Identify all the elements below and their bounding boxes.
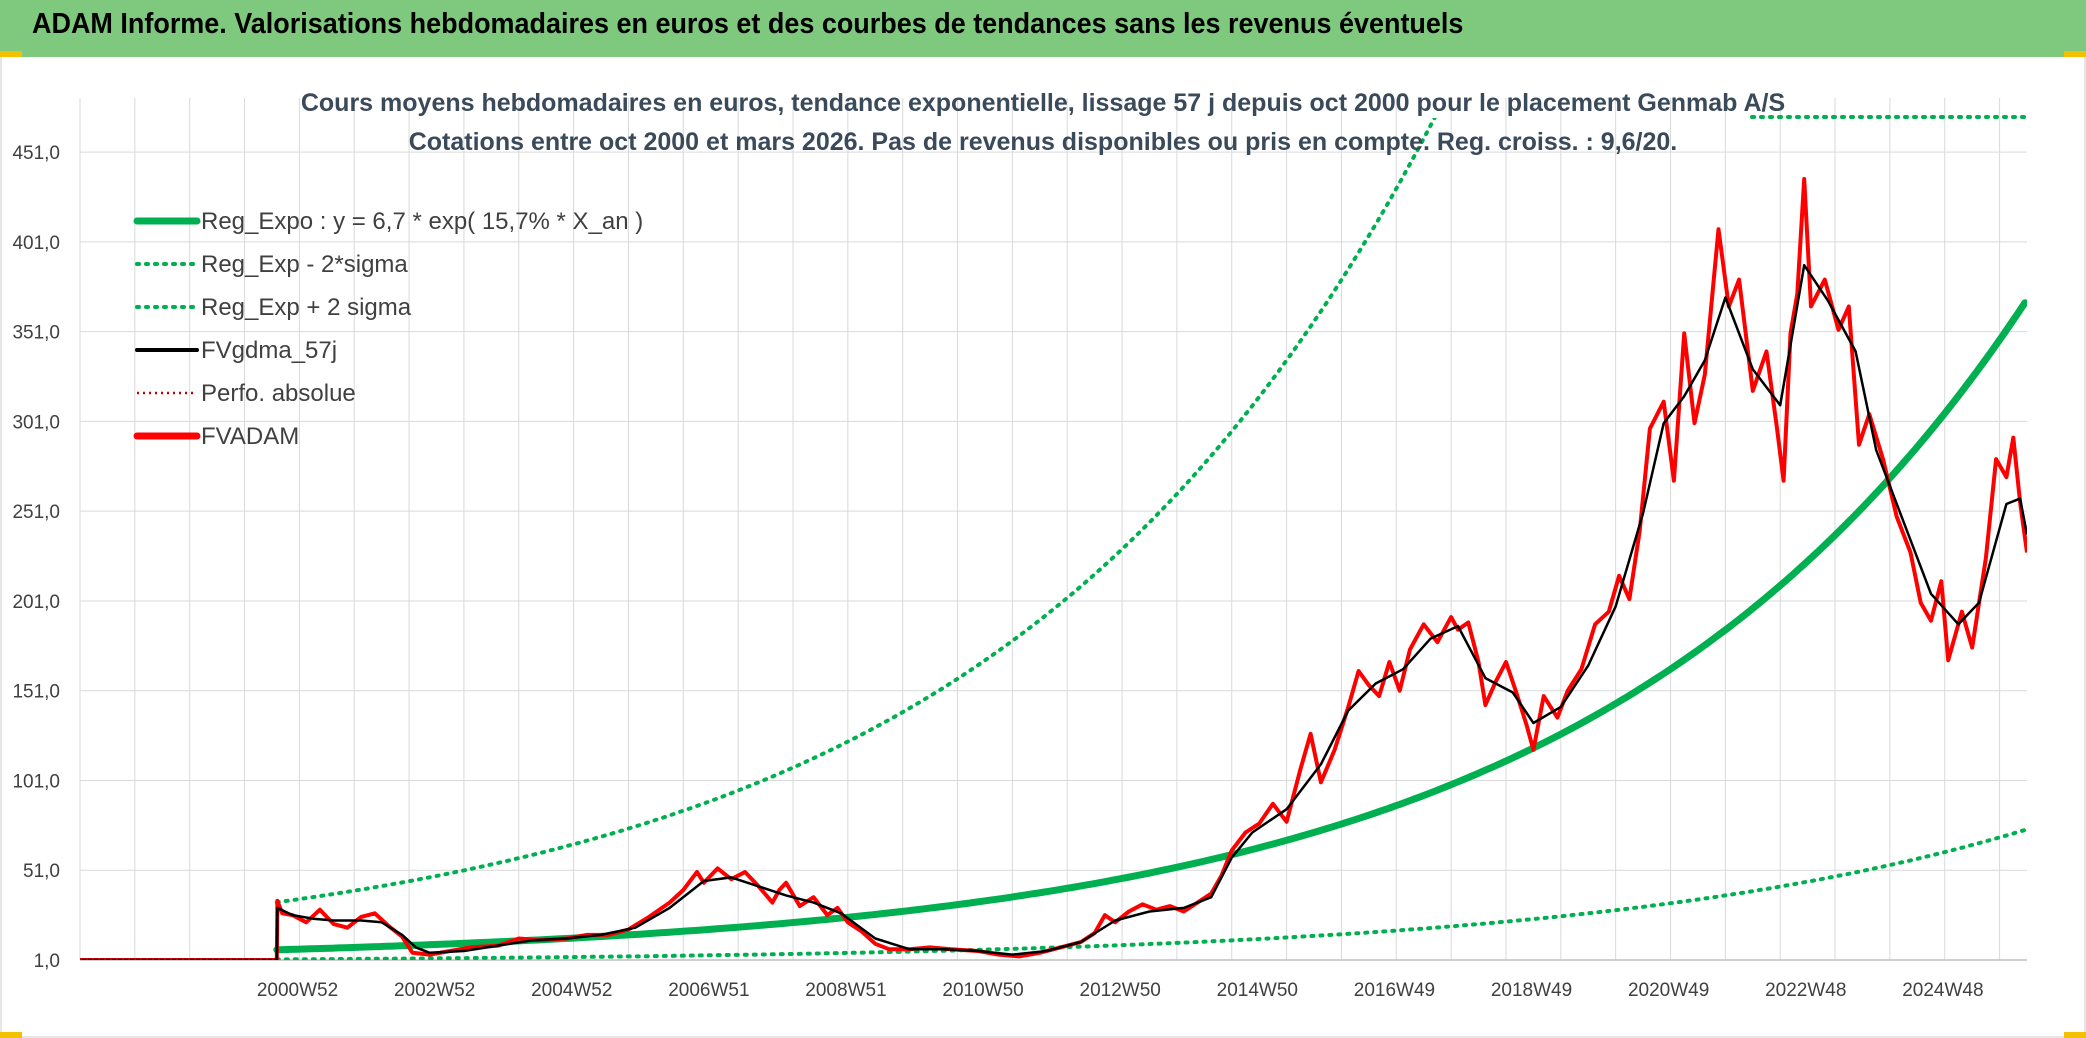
chart-title: Cours moyens hebdomadaires en euros, ten… — [301, 89, 1785, 117]
x-tick-label: 2012W50 — [1080, 980, 1161, 1001]
legend-label: Reg_Expo : y = 6,7 * exp( 15,7% * X_an ) — [201, 208, 643, 235]
page-title: ADAM Informe. Valorisations hebdomadaire… — [32, 8, 1464, 40]
legend-item: Reg_Exp + 2 sigma — [135, 294, 412, 321]
legend-label: Reg_Exp - 2*sigma — [201, 251, 408, 278]
x-tick-label: 2002W52 — [394, 980, 475, 1001]
chart-grid — [79, 98, 2027, 961]
y-tick-label: 451,0 — [12, 143, 60, 164]
reg-exp-minus-2sigma-line — [274, 828, 2027, 960]
x-tick-label: 2018W49 — [1491, 980, 1572, 1001]
chart-legend: Reg_Expo : y = 6,7 * exp( 15,7% * X_an )… — [133, 208, 643, 450]
x-tick-label: 2010W50 — [942, 980, 1023, 1001]
chart-subtitle: Cotations entre oct 2000 et mars 2026. P… — [409, 128, 1678, 156]
x-tick-label: 2006W51 — [668, 980, 749, 1001]
y-tick-label: 1,0 — [34, 951, 60, 972]
y-tick-label: 201,0 — [12, 592, 60, 613]
y-tick-label: 401,0 — [12, 233, 60, 254]
x-tick-label: 2000W52 — [257, 980, 338, 1001]
title-bar: ADAM Informe. Valorisations hebdomadaire… — [0, 0, 2086, 57]
x-tick-label: 2020W49 — [1628, 980, 1709, 1001]
reg-expo-line — [273, 299, 2027, 954]
fvgdma-line — [80, 263, 2027, 960]
y-tick-label: 101,0 — [12, 771, 60, 792]
x-tick-label: 2014W50 — [1217, 980, 1298, 1001]
legend-item: Perfo. absolue — [137, 380, 356, 407]
frame-corner-mark — [2064, 1032, 2086, 1038]
reg-exp-plus-2sigma-line — [274, 118, 1437, 905]
frame-corner-mark — [0, 1032, 22, 1038]
legend-item: FVADAM — [133, 423, 299, 450]
x-tick-label: 2008W51 — [805, 980, 886, 1001]
x-tick-label: 2004W52 — [531, 980, 612, 1001]
frame-corner-mark — [0, 51, 22, 57]
frame-corner-mark — [2064, 51, 2086, 57]
y-tick-label: 351,0 — [12, 323, 60, 344]
legend-label: Perfo. absolue — [201, 380, 356, 407]
y-tick-label: 251,0 — [12, 502, 60, 523]
series-layer — [80, 118, 2027, 960]
legend-label: FVgdma_57j — [201, 337, 337, 364]
legend-item: Reg_Expo : y = 6,7 * exp( 15,7% * X_an ) — [133, 208, 643, 235]
legend-item: FVgdma_57j — [135, 337, 337, 364]
x-tick-label: 2016W49 — [1354, 980, 1435, 1001]
y-tick-label: 151,0 — [12, 682, 60, 703]
legend-label: Reg_Exp + 2 sigma — [201, 294, 412, 321]
x-tick-label: 2024W48 — [1902, 980, 1983, 1001]
legend-item: Reg_Exp - 2*sigma — [135, 251, 408, 278]
x-tick-label: 2022W48 — [1765, 980, 1846, 1001]
legend-label: FVADAM — [201, 423, 299, 450]
y-tick-label: 51,0 — [23, 861, 60, 882]
y-tick-label: 301,0 — [12, 412, 60, 433]
